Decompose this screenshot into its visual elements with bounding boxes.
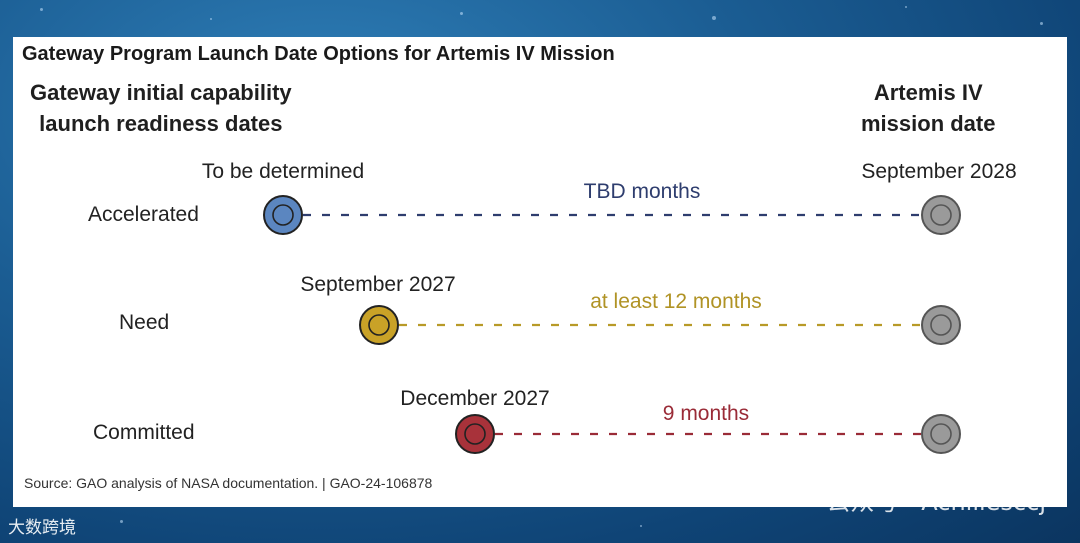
need-start-marker	[359, 305, 399, 345]
row-need	[359, 305, 961, 345]
diagram-title: Gateway Program Launch Date Options for …	[22, 43, 615, 65]
need-end-marker	[921, 305, 961, 345]
left-column-heading: Gateway initial capability launch readin…	[30, 80, 292, 136]
start-date-committed: December 2027	[400, 387, 550, 410]
timeline-diagram	[263, 195, 961, 454]
gap-label-committed: 9 months	[662, 402, 750, 425]
accelerated-start-marker	[263, 195, 303, 235]
row-committed	[455, 414, 961, 454]
source-note: Source: GAO analysis of NASA documentati…	[24, 475, 433, 491]
row-accelerated	[263, 195, 961, 235]
watermark-logo: 大数跨境	[8, 518, 76, 538]
row-label-need: Need	[119, 311, 170, 334]
committed-end-marker	[921, 414, 961, 454]
watermark-text: 公众号 · Achillesccj	[826, 488, 1046, 516]
gap-label-need: at least 12 months	[590, 290, 762, 313]
right-column-heading: Artemis IV mission date	[861, 80, 996, 136]
accelerated-end-marker	[921, 195, 961, 235]
row-label-committed: Committed	[93, 421, 195, 444]
start-date-need: September 2027	[300, 273, 456, 296]
start-date-accelerated: To be determined	[201, 160, 365, 183]
gap-label-accelerated: TBD months	[583, 180, 701, 203]
committed-start-marker	[455, 414, 495, 454]
diagram-panel: Gateway Program Launch Date Options for …	[13, 37, 1067, 507]
end-date-label: September 2028	[861, 160, 1017, 183]
row-label-accelerated: Accelerated	[88, 203, 199, 226]
